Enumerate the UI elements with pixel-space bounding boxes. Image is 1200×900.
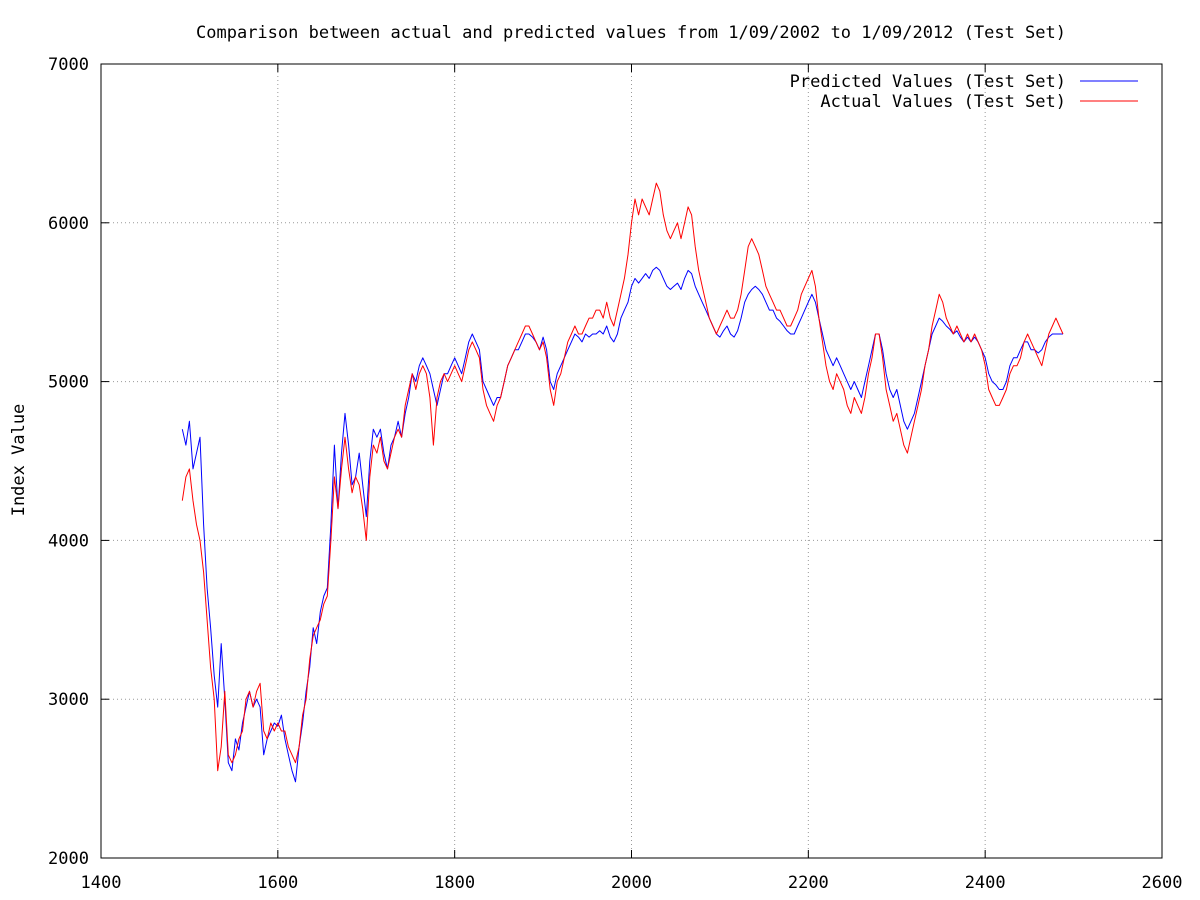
gridlines [101, 64, 1162, 858]
legend: Predicted Values (Test Set)Actual Values… [790, 72, 1138, 112]
x-tick-label: 1400 [81, 873, 122, 893]
y-tick-label: 6000 [48, 214, 89, 234]
y-tick-label: 4000 [48, 531, 89, 551]
x-tick-label: 2200 [788, 873, 829, 893]
axis-ticks: 1400 1600 1800 2000 2200 2400 2600 2000 3000 4000… [48, 55, 1182, 893]
legend-label: Predicted Values (Test Set) [790, 72, 1066, 92]
x-tick-label: 2400 [965, 873, 1006, 893]
series-line-predicted [181, 266, 1063, 783]
y-axis-title: Index Value [9, 404, 29, 517]
x-tick-label: 1800 [434, 873, 475, 893]
y-tick-label: 5000 [48, 373, 89, 393]
y-tick-label: 3000 [48, 690, 89, 710]
x-tick-label: 2000 [611, 873, 652, 893]
series-line-actual [181, 182, 1064, 772]
y-tick-label: 7000 [48, 55, 89, 75]
plot-lines [181, 182, 1064, 783]
x-tick-label: 2600 [1142, 873, 1183, 893]
y-tick-label: 2000 [48, 849, 89, 869]
legend-label: Actual Values (Test Set) [820, 92, 1066, 112]
plot-frame [100, 63, 1163, 859]
chart-title: Comparison between actual and predicted … [196, 23, 1066, 43]
x-tick-label: 1600 [257, 873, 298, 893]
